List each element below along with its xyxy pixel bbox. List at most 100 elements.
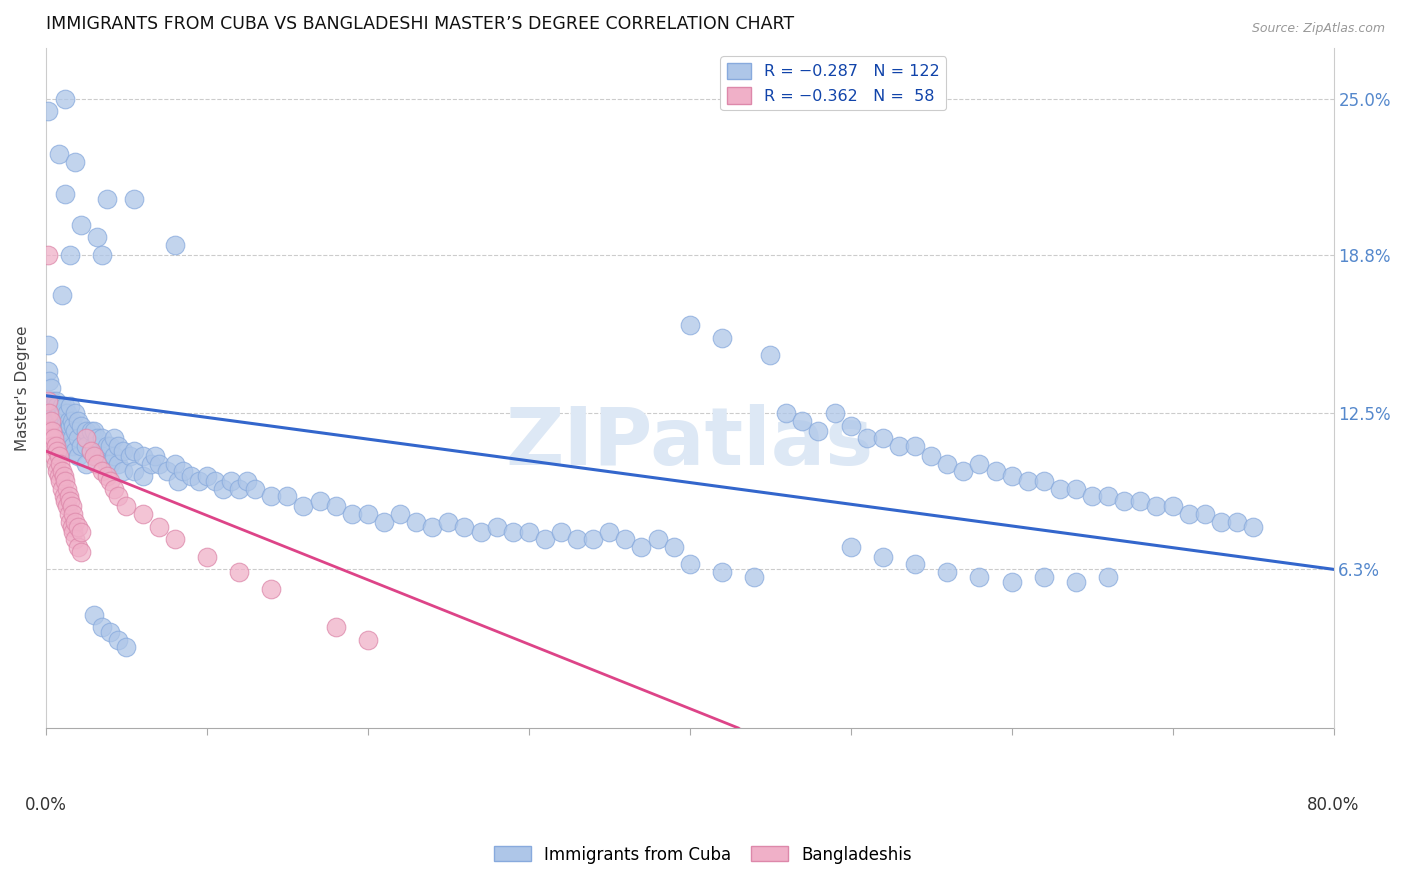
Point bbox=[420, 519, 443, 533]
Point bbox=[60, 432, 83, 446]
Point bbox=[1049, 482, 1071, 496]
Point bbox=[163, 532, 186, 546]
Point bbox=[39, 414, 62, 428]
Point bbox=[118, 449, 141, 463]
Text: 0.0%: 0.0% bbox=[25, 796, 67, 814]
Point bbox=[37, 338, 59, 352]
Point bbox=[48, 449, 70, 463]
Point bbox=[46, 418, 69, 433]
Point bbox=[86, 449, 108, 463]
Point bbox=[920, 449, 942, 463]
Point bbox=[48, 406, 70, 420]
Point bbox=[38, 406, 60, 420]
Point bbox=[58, 507, 80, 521]
Point bbox=[48, 424, 70, 438]
Point bbox=[373, 515, 395, 529]
Point bbox=[1097, 570, 1119, 584]
Point bbox=[56, 482, 79, 496]
Point bbox=[62, 439, 84, 453]
Point bbox=[53, 475, 76, 489]
Point bbox=[679, 558, 702, 572]
Point bbox=[59, 439, 82, 453]
Point bbox=[357, 507, 380, 521]
Point bbox=[98, 475, 121, 489]
Point bbox=[969, 457, 991, 471]
Point bbox=[38, 424, 60, 438]
Point bbox=[167, 475, 190, 489]
Point bbox=[51, 464, 73, 478]
Point bbox=[1032, 570, 1054, 584]
Legend: R = −0.287   N = 122, R = −0.362   N =  58: R = −0.287 N = 122, R = −0.362 N = 58 bbox=[720, 56, 946, 111]
Point bbox=[904, 439, 927, 453]
Point bbox=[42, 449, 65, 463]
Point bbox=[53, 187, 76, 202]
Point bbox=[75, 439, 97, 453]
Point bbox=[1226, 515, 1249, 529]
Point bbox=[75, 457, 97, 471]
Point bbox=[236, 475, 259, 489]
Point bbox=[172, 464, 194, 478]
Point bbox=[62, 507, 84, 521]
Point bbox=[38, 374, 60, 388]
Point bbox=[42, 432, 65, 446]
Point bbox=[1001, 469, 1024, 483]
Point bbox=[710, 331, 733, 345]
Point bbox=[103, 482, 125, 496]
Point bbox=[872, 549, 894, 564]
Point bbox=[45, 432, 67, 446]
Point bbox=[56, 500, 79, 514]
Point bbox=[103, 432, 125, 446]
Point bbox=[245, 482, 267, 496]
Point bbox=[1081, 489, 1104, 503]
Point bbox=[48, 147, 70, 161]
Point bbox=[52, 469, 75, 483]
Point bbox=[49, 444, 72, 458]
Point bbox=[75, 432, 97, 446]
Point bbox=[62, 524, 84, 539]
Point bbox=[124, 464, 146, 478]
Point bbox=[775, 406, 797, 420]
Point bbox=[42, 414, 65, 428]
Point bbox=[67, 449, 90, 463]
Point bbox=[517, 524, 540, 539]
Point bbox=[180, 469, 202, 483]
Point bbox=[39, 381, 62, 395]
Point bbox=[389, 507, 412, 521]
Point bbox=[839, 540, 862, 554]
Point bbox=[58, 432, 80, 446]
Point bbox=[308, 494, 330, 508]
Point bbox=[49, 475, 72, 489]
Point bbox=[124, 193, 146, 207]
Point bbox=[80, 444, 103, 458]
Point bbox=[904, 558, 927, 572]
Point bbox=[952, 464, 974, 478]
Point bbox=[824, 406, 846, 420]
Point bbox=[80, 424, 103, 438]
Point bbox=[59, 494, 82, 508]
Point bbox=[60, 414, 83, 428]
Point bbox=[1017, 475, 1039, 489]
Point bbox=[38, 393, 60, 408]
Point bbox=[107, 439, 129, 453]
Point bbox=[48, 444, 70, 458]
Point bbox=[58, 489, 80, 503]
Point bbox=[83, 449, 105, 463]
Point bbox=[107, 489, 129, 503]
Point bbox=[46, 464, 69, 478]
Point bbox=[1177, 507, 1199, 521]
Point bbox=[145, 449, 167, 463]
Point bbox=[204, 475, 226, 489]
Point bbox=[582, 532, 605, 546]
Point bbox=[83, 439, 105, 453]
Point bbox=[1146, 500, 1168, 514]
Point bbox=[163, 237, 186, 252]
Point bbox=[63, 406, 86, 420]
Point bbox=[41, 424, 63, 438]
Point bbox=[60, 500, 83, 514]
Point bbox=[91, 620, 114, 634]
Point bbox=[62, 418, 84, 433]
Point bbox=[759, 348, 782, 362]
Point bbox=[292, 500, 315, 514]
Point bbox=[807, 424, 830, 438]
Point bbox=[936, 457, 959, 471]
